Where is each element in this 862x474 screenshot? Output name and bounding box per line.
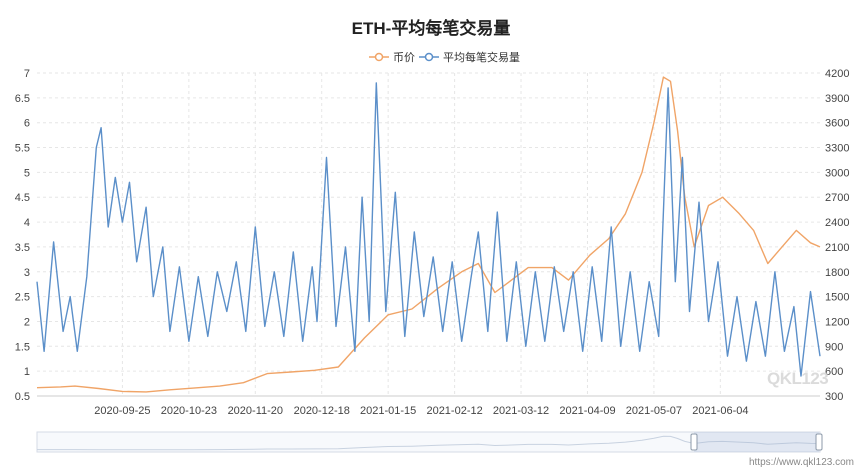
y-left-tick-label: 6.5 — [15, 93, 30, 105]
y-left-tick-label: 1.5 — [15, 341, 30, 353]
legend-item-label: 币价 — [393, 51, 415, 64]
zoom-slider[interactable] — [36, 431, 823, 453]
y-left-tick-label: 4.5 — [15, 192, 30, 204]
watermark-url: https://www.qkl123.com — [748, 457, 854, 468]
y-right-tick-label: 3300 — [825, 143, 849, 155]
y-left-tick-label: 3 — [24, 267, 30, 279]
y-left-tick-label: 5 — [24, 167, 30, 179]
series-line-avg-tx-volume — [36, 82, 821, 377]
x-tick-label: 2021-04-09 — [559, 405, 615, 417]
x-axis: 2020-09-25 2020-10-23 2020-11-20 2020-12-18… — [37, 395, 820, 417]
x-tick-label: 2020-09-25 — [94, 405, 150, 417]
x-tick-label: 2021-01-15 — [360, 405, 416, 417]
y-right-tick-label: 2100 — [825, 242, 849, 254]
chart-grid — [37, 72, 820, 397]
zoom-slider-preview — [37, 435, 821, 451]
y-right-tick-label: 3600 — [825, 118, 849, 130]
watermark-logo: QKL123 — [767, 369, 829, 388]
legend-swatch-marker — [374, 52, 384, 62]
y-left-tick-label: 0.5 — [15, 391, 30, 403]
y-right-tick-label: 1800 — [825, 267, 849, 279]
zoom-slider-handle-right[interactable] — [815, 433, 823, 451]
chart-legend: 币价 平均每笔交易量 — [369, 50, 520, 64]
y-left-tick-label: 1 — [24, 366, 30, 378]
y-left-tick-label: 6 — [24, 118, 30, 130]
y-left-tick-label: 2.5 — [15, 292, 30, 304]
y-left-tick-label: 5.5 — [15, 143, 30, 155]
x-tick-label: 2020-10-23 — [161, 405, 217, 417]
y-axis-right: 300 600 900 1200 1500 1800 2100 2400 2700 3000 330… — [825, 68, 849, 403]
x-tick-label: 2021-02-12 — [426, 405, 482, 417]
series-layer — [36, 76, 821, 393]
y-left-tick-label: 4 — [24, 217, 30, 229]
y-right-tick-label: 3000 — [825, 167, 849, 179]
zoom-slider-selection — [694, 432, 819, 452]
y-right-tick-label: 3900 — [825, 93, 849, 105]
y-right-tick-label: 900 — [825, 341, 843, 353]
x-tick-label: 2021-06-04 — [692, 405, 748, 417]
legend-swatch-marker — [424, 52, 434, 62]
y-right-tick-label: 300 — [825, 391, 843, 403]
y-right-tick-label: 1200 — [825, 316, 849, 328]
y-right-tick-label: 600 — [825, 366, 843, 378]
y-left-tick-label: 2 — [24, 316, 30, 328]
x-tick-label: 2021-03-12 — [493, 405, 549, 417]
chart-title: ETH-平均每笔交易量 — [351, 19, 511, 38]
y-right-tick-label: 2400 — [825, 217, 849, 229]
x-tick-label: 2020-12-18 — [294, 405, 350, 417]
y-right-tick-label: 2700 — [825, 192, 849, 204]
y-left-tick-label: 7 — [24, 68, 30, 80]
y-right-tick-label: 4200 — [825, 68, 849, 80]
x-tick-label: 2020-11-20 — [228, 405, 283, 417]
y-left-tick-label: 3.5 — [15, 242, 30, 254]
zoom-slider-handle-left[interactable] — [690, 433, 698, 451]
series-line-price — [36, 76, 821, 393]
y-axis-left: 0.5 1 1.5 2 2.5 3 3.5 4 4.5 5 5.5 6 6.5 7 — [15, 68, 30, 403]
y-right-tick-label: 1500 — [825, 292, 849, 304]
legend-item-label: 平均每笔交易量 — [443, 50, 520, 64]
x-tick-label: 2021-05-07 — [626, 405, 682, 417]
